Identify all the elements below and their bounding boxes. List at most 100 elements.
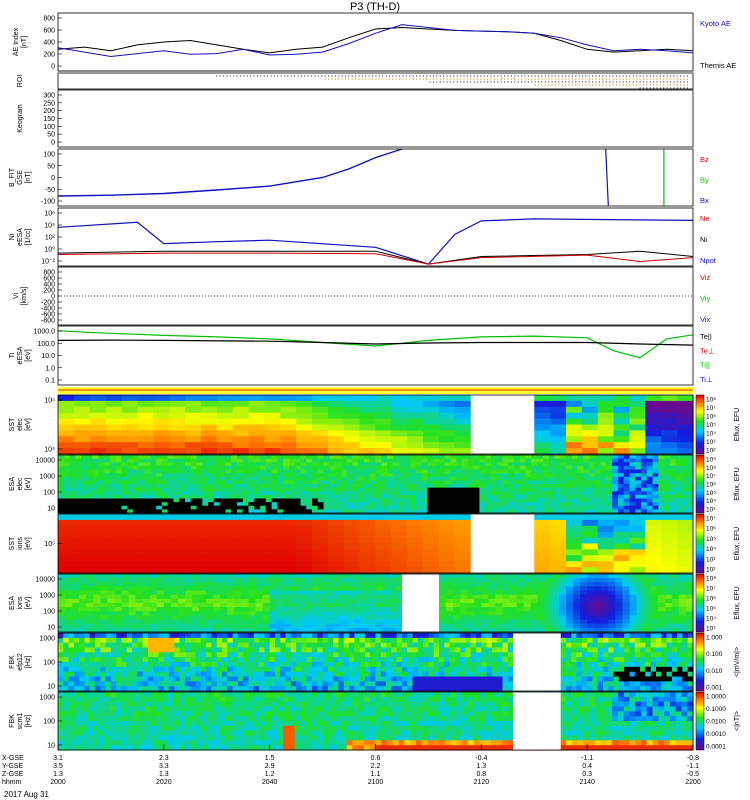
spectrogram-cell bbox=[389, 582, 398, 588]
spectrogram-cell bbox=[260, 494, 267, 500]
spectrogram-cell bbox=[465, 652, 472, 658]
spectrogram-layer bbox=[58, 387, 694, 751]
spectrogram-cell bbox=[254, 494, 261, 500]
spectrogram-cell bbox=[646, 487, 654, 492]
spectrogram-cell bbox=[262, 590, 271, 596]
spectrogram-cell bbox=[312, 462, 319, 467]
spectrogram-cell bbox=[507, 676, 514, 682]
spectrogram-cell bbox=[327, 412, 345, 420]
spectrogram-cell bbox=[427, 502, 434, 507]
spectrogram-cell bbox=[346, 480, 354, 485]
spectrogram-cell bbox=[479, 494, 486, 500]
spectrogram-cell bbox=[283, 594, 292, 600]
spectrogram-cell bbox=[669, 491, 677, 496]
spectrogram-cell bbox=[453, 586, 461, 592]
spectrogram-cell bbox=[661, 400, 678, 408]
spectrogram-cell bbox=[63, 498, 71, 503]
spectrogram-cell bbox=[583, 462, 590, 467]
spectrogram-cell bbox=[531, 458, 538, 463]
spectrogram-cell bbox=[404, 480, 411, 485]
spectrogram-cell bbox=[86, 473, 94, 478]
spectrogram-cell bbox=[502, 686, 509, 692]
spectrogram-cell bbox=[497, 647, 504, 653]
spectrogram-cell bbox=[283, 462, 290, 467]
spectrogram-cell bbox=[89, 652, 96, 658]
spectrogram-cell bbox=[138, 455, 146, 460]
spectrogram-cell bbox=[312, 619, 320, 625]
spectrogram-cell bbox=[375, 525, 392, 533]
spectrogram-cell bbox=[58, 480, 65, 485]
spectrogram-cell bbox=[73, 647, 80, 653]
spectrogram-cell bbox=[551, 607, 560, 612]
spectrogram-cell bbox=[319, 615, 327, 621]
spectrogram-cell bbox=[415, 487, 423, 492]
spectrogram-cell bbox=[72, 607, 80, 612]
spectrogram-cell bbox=[460, 671, 467, 678]
spectrogram-cell bbox=[135, 623, 144, 629]
spectrogram-cell bbox=[319, 607, 327, 612]
spectrogram-cell bbox=[566, 574, 574, 579]
spectrogram-cell bbox=[86, 476, 94, 481]
spectrogram-cell bbox=[349, 647, 355, 653]
spectrogram-cell bbox=[127, 509, 134, 514]
spectrogram-cell bbox=[206, 652, 213, 658]
spectrogram-cell bbox=[453, 623, 461, 629]
spectrogram-cell bbox=[681, 469, 688, 474]
spectrogram-cell bbox=[72, 590, 80, 596]
spectrogram-cell bbox=[407, 676, 414, 682]
spectrogram-cell bbox=[58, 657, 64, 663]
spectrogram-cell bbox=[479, 509, 486, 514]
spectrogram-cell bbox=[364, 637, 371, 644]
spectrogram-cell bbox=[135, 619, 144, 625]
spectrogram-cell bbox=[534, 412, 551, 420]
spectrogram-cell bbox=[398, 505, 405, 510]
spectrogram-cell bbox=[629, 619, 638, 625]
spectrogram-cell bbox=[288, 455, 296, 460]
spectrogram-cell bbox=[560, 476, 567, 481]
spectrogram-cell bbox=[456, 487, 463, 492]
spectrogram-cell bbox=[277, 502, 284, 507]
spectrogram-cell bbox=[661, 514, 678, 521]
spectrogram-cell bbox=[260, 484, 267, 489]
spectrogram-cell bbox=[283, 480, 290, 485]
spectrogram-cell bbox=[156, 582, 165, 588]
spectrogram-cell bbox=[179, 458, 186, 463]
spectrogram-cell bbox=[646, 505, 654, 510]
spectrogram-cell bbox=[121, 418, 138, 426]
spectrogram-cell bbox=[69, 502, 76, 507]
spectrogram-cell bbox=[551, 574, 560, 579]
spectrogram-cell bbox=[98, 487, 105, 492]
data-gap bbox=[470, 395, 535, 454]
spectrogram-cell bbox=[192, 623, 200, 629]
spectrogram-cell bbox=[93, 590, 101, 596]
spectrogram-cell bbox=[58, 400, 75, 408]
spectrogram-cell bbox=[678, 619, 687, 625]
spectrogram-cell bbox=[271, 491, 278, 496]
spectrogram-cell bbox=[137, 633, 144, 639]
spectrogram-cell bbox=[669, 494, 677, 500]
spectrogram-cell bbox=[396, 603, 405, 608]
spectrogram-cell bbox=[241, 582, 250, 588]
spectrogram-cell bbox=[597, 543, 615, 550]
spectrogram-cell bbox=[213, 487, 221, 492]
spectrogram-cell bbox=[412, 662, 419, 668]
spectrogram-cell bbox=[169, 418, 186, 426]
spectrogram-cell bbox=[566, 480, 573, 485]
spectrogram-cell bbox=[116, 642, 123, 649]
spectrogram-cell bbox=[594, 502, 602, 507]
spectrogram-cell bbox=[368, 582, 377, 588]
spectrogram-cell bbox=[347, 590, 355, 596]
spectrogram-cell bbox=[222, 652, 228, 658]
spectrogram-cell bbox=[467, 607, 475, 612]
spectrogram-cell bbox=[200, 676, 207, 682]
spectrogram-cell bbox=[629, 627, 638, 633]
spectrogram-cell bbox=[643, 615, 652, 621]
spectrogram-cell bbox=[333, 647, 340, 653]
spectrogram-cell bbox=[550, 436, 567, 443]
spectrogram-cell bbox=[646, 473, 654, 478]
spectrogram-cell bbox=[502, 509, 509, 514]
spectrogram-cell bbox=[269, 598, 278, 604]
spectrogram-cell bbox=[269, 594, 278, 600]
spectrogram-cell bbox=[142, 574, 151, 579]
spectrogram-cell bbox=[196, 498, 203, 503]
